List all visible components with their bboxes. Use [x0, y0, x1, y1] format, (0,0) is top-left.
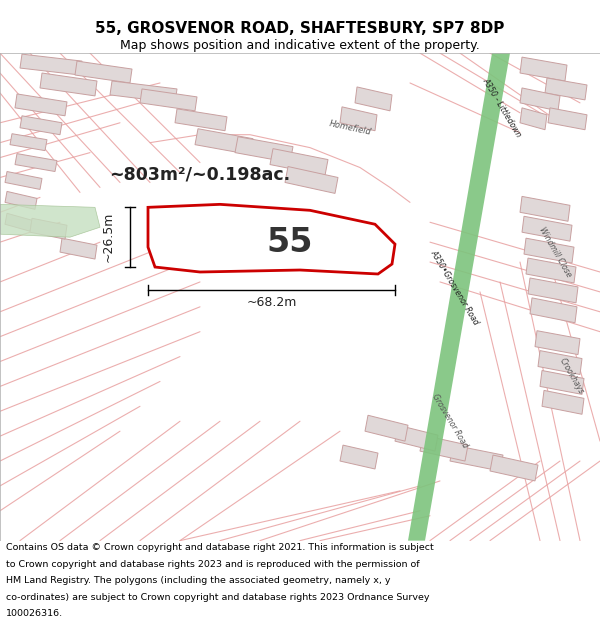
- Polygon shape: [522, 216, 572, 241]
- Polygon shape: [548, 108, 587, 130]
- Polygon shape: [542, 391, 584, 414]
- Polygon shape: [528, 278, 578, 303]
- Polygon shape: [520, 108, 547, 130]
- Text: ~68.2m: ~68.2m: [247, 296, 296, 309]
- Polygon shape: [5, 213, 32, 231]
- Polygon shape: [524, 238, 574, 263]
- Polygon shape: [110, 81, 177, 103]
- Polygon shape: [40, 73, 97, 96]
- Polygon shape: [140, 89, 197, 111]
- Polygon shape: [5, 171, 42, 189]
- Text: to Crown copyright and database rights 2023 and is reproduced with the permissio: to Crown copyright and database rights 2…: [6, 559, 419, 569]
- Polygon shape: [520, 88, 560, 111]
- Text: ~803m²/~0.198ac.: ~803m²/~0.198ac.: [109, 166, 290, 184]
- Polygon shape: [195, 129, 253, 154]
- Polygon shape: [0, 204, 100, 237]
- Polygon shape: [450, 445, 503, 471]
- Text: HM Land Registry. The polygons (including the associated geometry, namely x, y: HM Land Registry. The polygons (includin…: [6, 576, 391, 585]
- Polygon shape: [30, 218, 67, 239]
- Polygon shape: [365, 415, 408, 441]
- Polygon shape: [340, 445, 378, 469]
- Text: Windmill Close: Windmill Close: [537, 226, 573, 279]
- Polygon shape: [355, 87, 392, 111]
- Text: ~26.5m: ~26.5m: [101, 212, 115, 262]
- Polygon shape: [530, 298, 577, 322]
- Polygon shape: [285, 166, 338, 193]
- Polygon shape: [15, 154, 57, 171]
- Polygon shape: [60, 238, 97, 259]
- Text: A350•Grosvenor Road: A350•Grosvenor Road: [429, 248, 481, 326]
- Text: A350 - Littledown: A350 - Littledown: [481, 77, 523, 139]
- Polygon shape: [5, 191, 37, 209]
- Polygon shape: [408, 53, 510, 541]
- Polygon shape: [15, 94, 67, 116]
- Polygon shape: [235, 137, 293, 162]
- Polygon shape: [75, 61, 132, 83]
- Text: Crookhays: Crookhays: [558, 357, 586, 396]
- Polygon shape: [10, 134, 47, 151]
- Polygon shape: [20, 116, 62, 135]
- Polygon shape: [340, 107, 377, 131]
- Polygon shape: [520, 57, 567, 81]
- Polygon shape: [395, 425, 438, 451]
- Polygon shape: [175, 109, 227, 131]
- Text: 55, GROSVENOR ROAD, SHAFTESBURY, SP7 8DP: 55, GROSVENOR ROAD, SHAFTESBURY, SP7 8DP: [95, 21, 505, 36]
- Polygon shape: [490, 455, 538, 481]
- Polygon shape: [270, 149, 328, 176]
- Polygon shape: [526, 258, 576, 283]
- Text: Map shows position and indicative extent of the property.: Map shows position and indicative extent…: [120, 39, 480, 51]
- Text: Grosvenor Road: Grosvenor Road: [430, 392, 470, 450]
- Text: Homefield: Homefield: [328, 119, 372, 137]
- Polygon shape: [545, 78, 587, 100]
- Text: 100026316.: 100026316.: [6, 609, 63, 618]
- Text: 55: 55: [267, 226, 313, 259]
- Text: co-ordinates) are subject to Crown copyright and database rights 2023 Ordnance S: co-ordinates) are subject to Crown copyr…: [6, 592, 430, 601]
- Text: Contains OS data © Crown copyright and database right 2021. This information is : Contains OS data © Crown copyright and d…: [6, 543, 434, 552]
- Polygon shape: [535, 331, 580, 354]
- Polygon shape: [148, 204, 395, 274]
- Polygon shape: [420, 435, 468, 461]
- Polygon shape: [20, 54, 82, 75]
- Polygon shape: [520, 196, 570, 221]
- Polygon shape: [538, 351, 582, 374]
- Polygon shape: [540, 371, 584, 394]
